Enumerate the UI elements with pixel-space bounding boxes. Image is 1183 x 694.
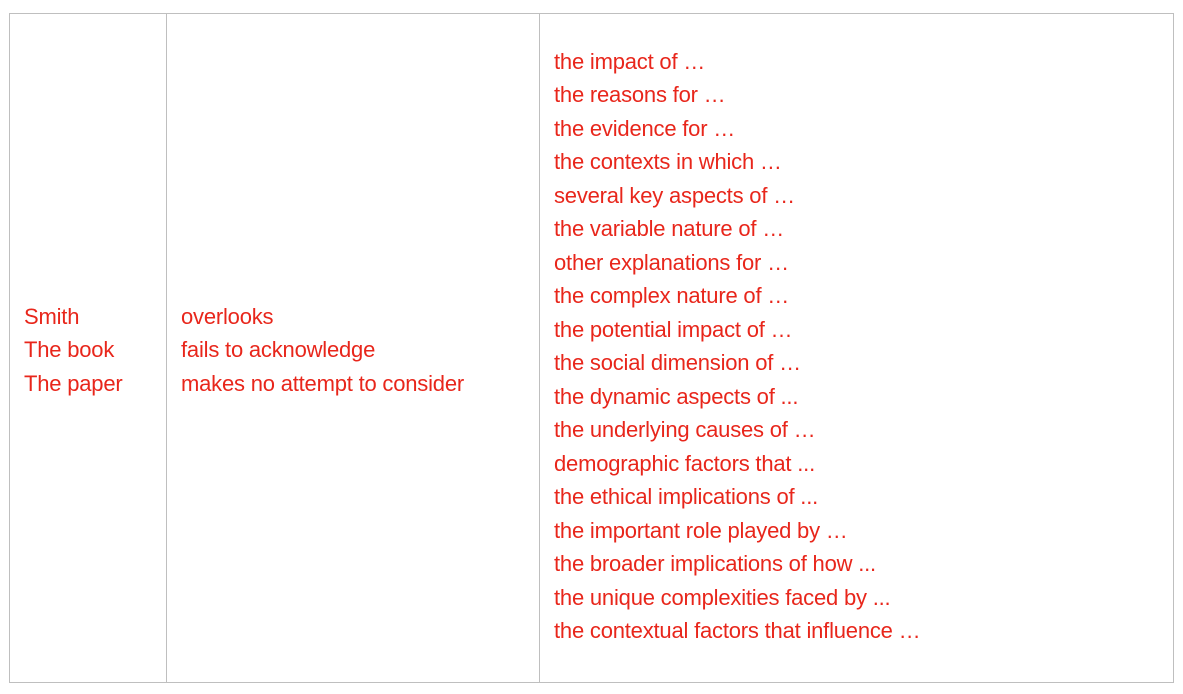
- verb-item: makes no attempt to consider: [181, 370, 464, 396]
- subject-cell: Smith The book The paper: [9, 13, 167, 683]
- object-item: the unique complexities faced by ...: [554, 584, 891, 610]
- object-item: the reasons for …: [554, 82, 726, 107]
- table-row: Smith The book The paper overlooks fails…: [9, 13, 1174, 683]
- object-item: the impact of …: [554, 48, 706, 74]
- object-item: the dynamic aspects of ...: [554, 383, 799, 409]
- verb-list: overlooks fails to acknowledge makes no …: [181, 300, 539, 401]
- object-item: the variable nature of …: [554, 216, 785, 241]
- object-item: the underlying causes of …: [554, 417, 816, 442]
- subject-list: Smith The book The paper: [24, 300, 166, 401]
- object-item: the potential impact of …: [554, 316, 793, 342]
- object-item: the contextual factors that influence …: [554, 618, 921, 643]
- verb-item: overlooks: [181, 303, 274, 329]
- object-list: the impact of … the reasons for … the ev…: [554, 45, 1173, 648]
- object-cell: the impact of … the reasons for … the ev…: [539, 13, 1174, 683]
- phrase-table: Smith The book The paper overlooks fails…: [9, 13, 1174, 683]
- object-item: the complex nature of …: [554, 283, 790, 308]
- object-item: demographic factors that ...: [554, 450, 815, 476]
- object-item: the social dimension of …: [554, 350, 801, 375]
- subject-item: The book: [24, 337, 115, 363]
- subject-item: The paper: [24, 370, 123, 396]
- object-item: the evidence for …: [554, 115, 736, 141]
- verb-item: fails to acknowledge: [181, 337, 376, 363]
- object-item: other explanations for …: [554, 249, 789, 275]
- subject-item: Smith: [24, 303, 80, 329]
- object-item: the contexts in which …: [554, 149, 782, 174]
- object-item: several key aspects of …: [554, 182, 795, 208]
- object-item: the ethical implications of ...: [554, 484, 819, 509]
- object-item: the important role played by …: [554, 517, 848, 543]
- object-item: the broader implications of how ...: [554, 551, 876, 576]
- verb-cell: overlooks fails to acknowledge makes no …: [166, 13, 540, 683]
